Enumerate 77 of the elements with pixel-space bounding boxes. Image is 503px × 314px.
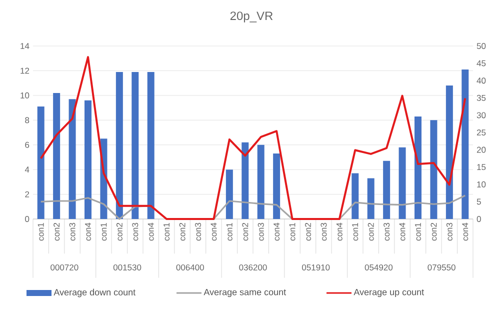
legend-label: Average up count (354, 288, 424, 298)
x-tick-label: con2 (305, 222, 312, 241)
x-tick-label: con1 (352, 222, 358, 241)
x-tick-label: con4 (148, 222, 154, 241)
y2-tick-label: 0 (476, 216, 481, 222)
bar (383, 160, 390, 219)
x-tick-label: con1 (100, 222, 107, 241)
bar (414, 116, 422, 219)
bar (147, 72, 154, 219)
chart-title: 20p_VR (230, 12, 273, 22)
bar (132, 72, 139, 219)
x-tick-label: con3 (446, 222, 452, 241)
y2-tick-label: 45 (476, 60, 486, 66)
x-tick-label: con4 (462, 222, 468, 241)
x-tick-label: con3 (384, 222, 390, 241)
bar (84, 100, 92, 219)
x-tick-label: con2 (54, 222, 60, 241)
bar (53, 92, 60, 219)
y-tick-label: 10 (20, 92, 30, 98)
y2-tick-label: 35 (476, 94, 486, 101)
x-tick-label: con4 (210, 222, 217, 241)
text: 051910 (302, 264, 330, 270)
bar (367, 178, 374, 219)
bar (273, 154, 280, 219)
x-tick-label: con4 (85, 222, 91, 241)
bar (37, 106, 44, 219)
x-tick-label: con4 (274, 222, 280, 241)
bar (116, 72, 123, 219)
legend-label: Average same count (204, 288, 286, 298)
y2-tick-label: 25 (476, 130, 486, 136)
y2-tick-label: 40 (476, 78, 486, 84)
bar (446, 86, 453, 219)
x-tick-label: con3 (69, 222, 76, 241)
x-tick-label: con4 (399, 222, 406, 241)
x-tick-label: con1 (289, 222, 296, 241)
x-tick-label: con1 (415, 222, 421, 241)
x-tick-label: con2 (116, 222, 122, 241)
x-tick-label: con2 (430, 222, 437, 241)
bar (242, 142, 249, 219)
bar (398, 147, 406, 219)
bar (462, 69, 469, 219)
x-tick-label: con3 (320, 222, 327, 241)
y-tick-label: 14 (20, 43, 30, 49)
bar (352, 173, 359, 219)
text: 079550 (428, 264, 456, 270)
text: 036200 (239, 264, 267, 270)
x-tick-label: con1 (38, 222, 44, 241)
bar (226, 170, 233, 219)
y-tick-label: 8 (25, 117, 30, 124)
y-tick-label: 4 (24, 166, 30, 172)
text: 000720 (50, 264, 78, 270)
y2-tick-label: 15 (477, 164, 486, 170)
bar (257, 144, 264, 219)
x-tick-label: con3 (195, 222, 202, 241)
x-tick-label: con4 (336, 222, 342, 241)
y2-tick-label: 5 (476, 198, 481, 205)
x-tick-label: con2 (242, 222, 248, 241)
y-tick-label: 6 (25, 142, 30, 148)
bar (68, 99, 76, 219)
text: 001530 (113, 264, 142, 270)
x-tick-label: con2 (368, 222, 374, 241)
y2-tick-label: 50 (476, 43, 486, 50)
y-tick-label: 2 (25, 191, 30, 198)
x-tick-label: con3 (258, 222, 264, 241)
x-tick-label: con1 (226, 222, 232, 241)
text: 054920 (364, 264, 393, 270)
legend-label: Average down count (54, 288, 136, 298)
y-tick-label: 0 (25, 216, 30, 222)
y-tick-label: 12 (20, 68, 30, 74)
x-tick-label: con2 (179, 222, 186, 241)
x-tick-label: con1 (164, 222, 170, 241)
text: 006400 (176, 264, 204, 270)
y2-tick-label: 10 (477, 181, 486, 188)
y2-tick-label: 30 (476, 112, 486, 118)
x-tick-label: con3 (132, 222, 138, 241)
y2-tick-label: 20 (476, 146, 486, 153)
bar (430, 120, 438, 219)
